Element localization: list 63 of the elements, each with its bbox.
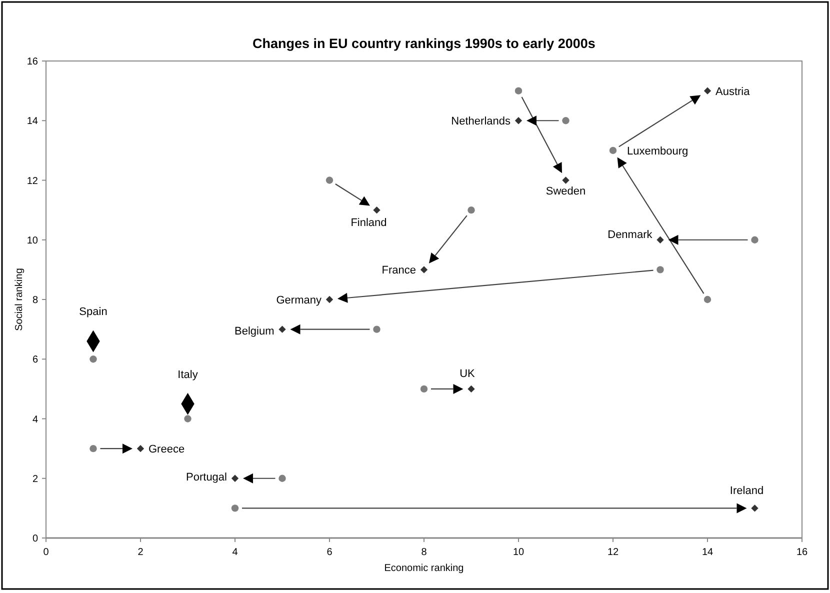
annotation: Belgium [234, 325, 274, 338]
x-tick-label: 12 [607, 547, 619, 558]
y-tick-label: 4 [32, 414, 38, 426]
point [184, 415, 192, 422]
point [373, 206, 380, 214]
annotation: Sweden [546, 185, 586, 198]
point [562, 176, 570, 184]
point [231, 504, 239, 512]
x-tick-label: 10 [512, 547, 524, 558]
annotation: Italy [178, 368, 198, 381]
y-axis-title: Social ranking [14, 268, 25, 331]
y-tick-label: 2 [32, 474, 38, 485]
annotation: Greece [148, 444, 185, 456]
annotation: UK [460, 368, 476, 380]
point [751, 504, 758, 512]
x-tick-label: 2 [138, 547, 144, 558]
point [420, 385, 428, 393]
x-tick-label: 14 [702, 547, 714, 558]
point [90, 356, 97, 363]
point [514, 87, 522, 94]
y-tick-label: 6 [32, 354, 38, 366]
y-tick-label: 12 [26, 176, 38, 187]
annotation: Finland [350, 217, 387, 230]
y-tick-label: 16 [26, 56, 38, 68]
annotation: Germany [276, 294, 322, 306]
point [656, 266, 664, 274]
point [656, 236, 664, 244]
point [278, 326, 286, 333]
chart-title: Changes in EU country rankings 1990s to early 2000s [252, 36, 596, 51]
x-axis-title: Economic ranking [384, 563, 464, 574]
point [136, 444, 144, 452]
y-tick-label: 0 [32, 534, 38, 544]
x-tick-label: 0 [43, 547, 50, 558]
annotation: Denmark [608, 228, 653, 241]
x-tick-label: 8 [421, 547, 428, 558]
annotation: Portugal [186, 471, 227, 484]
x-tick-label: 16 [796, 547, 808, 558]
annotation: Luxembourg [627, 145, 688, 158]
point [562, 117, 570, 124]
annotation: Austria [716, 86, 751, 98]
annotation: Netherlands [451, 116, 511, 128]
y-tick-label: 14 [26, 116, 38, 128]
point [704, 87, 712, 94]
point [751, 236, 758, 244]
point [468, 385, 475, 393]
annotation: Ireland [730, 485, 764, 498]
point [326, 296, 334, 304]
annotation: France [382, 264, 416, 277]
point [609, 146, 617, 154]
point [326, 176, 334, 184]
point [231, 474, 239, 482]
y-tick-label: 8 [32, 295, 38, 306]
annotation: Spain [79, 306, 108, 318]
point [514, 117, 522, 124]
x-tick-label: 4 [232, 547, 238, 558]
point [420, 266, 428, 274]
point [90, 444, 97, 452]
point [278, 474, 286, 482]
point [704, 296, 712, 304]
x-tick-label: 6 [326, 547, 333, 558]
point [373, 326, 380, 333]
point [468, 206, 475, 214]
y-tick-label: 10 [26, 235, 38, 246]
